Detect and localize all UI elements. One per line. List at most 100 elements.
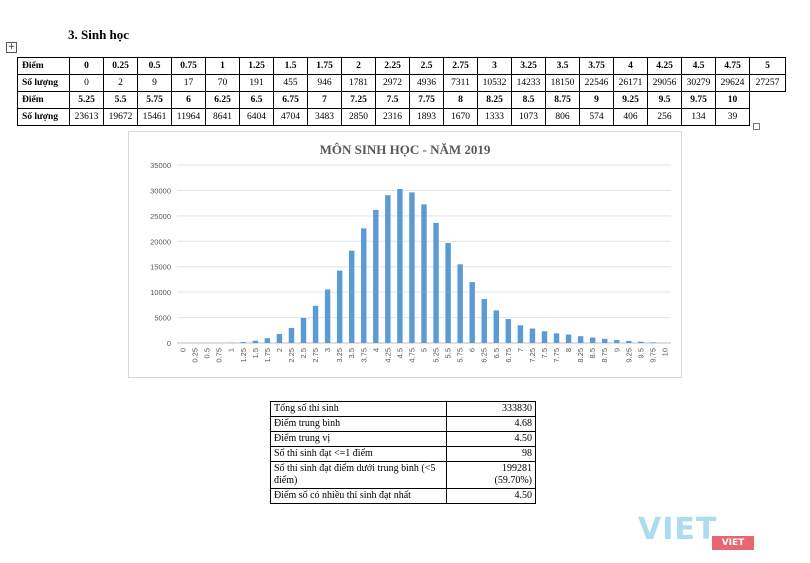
x-tick-label: 1 — [227, 348, 236, 352]
x-tick-label: 3.25 — [335, 348, 344, 363]
bar[interactable] — [385, 195, 391, 343]
count-cell: 2850 — [341, 108, 376, 126]
count-cell: 39 — [715, 108, 750, 126]
score-cell: 6.75 — [273, 91, 308, 109]
bar[interactable] — [312, 305, 319, 343]
watermark-text: VIET — [638, 512, 718, 547]
score-cell: 9.25 — [613, 91, 648, 109]
bar[interactable] — [252, 340, 259, 343]
x-tick-label: 4.75 — [407, 348, 416, 363]
bar[interactable] — [421, 204, 427, 343]
score-cell: 1 — [205, 57, 240, 75]
table-row: Điểm 5.25 5.5 5.75 6 6.25 6.5 6.75 7 7.2… — [17, 91, 786, 109]
count-cell: 29056 — [647, 74, 682, 92]
stat-value-count: 199281 — [502, 463, 532, 474]
stat-label: Tổng số thí sinh — [270, 401, 447, 417]
score-cell: 6.25 — [205, 91, 240, 109]
section-heading: 3. Sinh học — [68, 27, 130, 42]
count-cell: 406 — [613, 108, 648, 126]
bar[interactable] — [602, 338, 608, 343]
count-cell: 10532 — [477, 74, 512, 92]
x-tick-label: 7.5 — [540, 348, 549, 358]
bar[interactable] — [445, 242, 451, 343]
table-resize-handle-icon[interactable] — [753, 123, 760, 130]
stat-value: 4.50 — [446, 488, 536, 504]
score-cell: 9 — [579, 91, 614, 109]
table-row: Số thí sinh đạt điểm dưới trung bình (<5… — [270, 461, 536, 489]
count-cell: 70 — [205, 74, 240, 92]
empty-cell — [750, 92, 786, 109]
bar[interactable] — [638, 341, 644, 343]
count-cell: 19672 — [103, 108, 138, 126]
table-move-handle-icon[interactable]: + — [6, 42, 17, 53]
score-cell: 1.5 — [273, 57, 308, 75]
bar[interactable] — [433, 222, 439, 343]
score-cell: 4 — [613, 57, 648, 75]
score-cell: 4.75 — [715, 57, 750, 75]
x-tick-label: 5.5 — [444, 348, 453, 358]
bar[interactable] — [577, 336, 584, 343]
x-tick-label: 0.25 — [191, 348, 200, 363]
x-tick-label: 2.75 — [311, 348, 320, 363]
score-cell: 9.75 — [681, 91, 716, 109]
count-cell: 11964 — [171, 108, 206, 126]
count-cell: 9 — [137, 74, 172, 92]
bar[interactable] — [481, 299, 487, 343]
score-distribution-chart[interactable]: MÔN SINH HỌC - NĂM 2019 0 5000 10000 15000 2… — [128, 131, 682, 378]
count-cell: 26171 — [613, 74, 648, 92]
bar[interactable] — [361, 228, 367, 343]
x-tick-label: 6.75 — [504, 348, 513, 363]
table-row: Số lượng 0 2 9 17 70 191 455 946 1781 29… — [17, 74, 786, 92]
bar[interactable] — [373, 209, 379, 343]
bar[interactable] — [457, 264, 463, 343]
x-tick-label: 5.25 — [432, 348, 441, 363]
count-cell: 30279 — [681, 74, 716, 92]
bar[interactable] — [614, 340, 620, 343]
chart-title: MÔN SINH HỌC - NĂM 2019 — [320, 142, 491, 157]
bar[interactable] — [517, 325, 524, 343]
x-tick-label: 10 — [660, 348, 669, 356]
x-tick-label: 6.25 — [480, 348, 489, 363]
stat-label: Điểm số có nhiều thí sinh đạt nhất — [270, 488, 447, 504]
bar[interactable] — [626, 340, 632, 343]
count-cell: 806 — [545, 108, 580, 126]
bar[interactable] — [336, 270, 343, 343]
bar[interactable] — [469, 282, 475, 343]
count-cell: 4704 — [273, 108, 308, 126]
y-tick-label: 30000 — [150, 186, 171, 195]
bar[interactable] — [240, 342, 246, 343]
bar[interactable] — [589, 337, 596, 343]
bar[interactable] — [493, 310, 499, 343]
bar[interactable] — [276, 333, 283, 343]
bar[interactable] — [397, 189, 403, 343]
count-cell: 4936 — [409, 74, 444, 92]
bar[interactable] — [264, 338, 271, 343]
count-cell: 29624 — [715, 74, 750, 92]
bar[interactable] — [650, 342, 656, 343]
x-tick-label: 6.5 — [492, 348, 501, 358]
bar[interactable] — [529, 328, 536, 343]
stat-label: Số thí sinh đạt <=1 điểm — [270, 446, 447, 462]
count-cell: 1781 — [341, 74, 376, 92]
bar[interactable] — [409, 192, 415, 343]
bar[interactable] — [541, 331, 548, 343]
bar[interactable] — [349, 250, 355, 343]
table-row: Số lượng 23613 19672 15461 11964 8641 64… — [17, 108, 786, 126]
bar[interactable] — [300, 317, 307, 343]
score-cell: 8.5 — [511, 91, 546, 109]
bar[interactable] — [565, 334, 572, 343]
count-cell: 191 — [239, 74, 274, 92]
score-cell: 8 — [443, 91, 478, 109]
bar[interactable] — [505, 319, 512, 343]
bar[interactable] — [553, 333, 560, 343]
bar[interactable] — [288, 327, 295, 343]
count-cell: 455 — [273, 74, 308, 92]
bar[interactable] — [324, 289, 331, 343]
x-tick-label: 9.75 — [648, 348, 657, 363]
summary-stats-table: Tổng số thí sinh 333830 Điểm trung bình … — [270, 401, 536, 504]
score-cell: 3.5 — [545, 57, 580, 75]
score-cell: 0 — [69, 57, 104, 75]
score-cell: 5.25 — [69, 91, 104, 109]
x-tick-label: 4.5 — [395, 348, 404, 358]
score-cell: 5.75 — [137, 91, 172, 109]
